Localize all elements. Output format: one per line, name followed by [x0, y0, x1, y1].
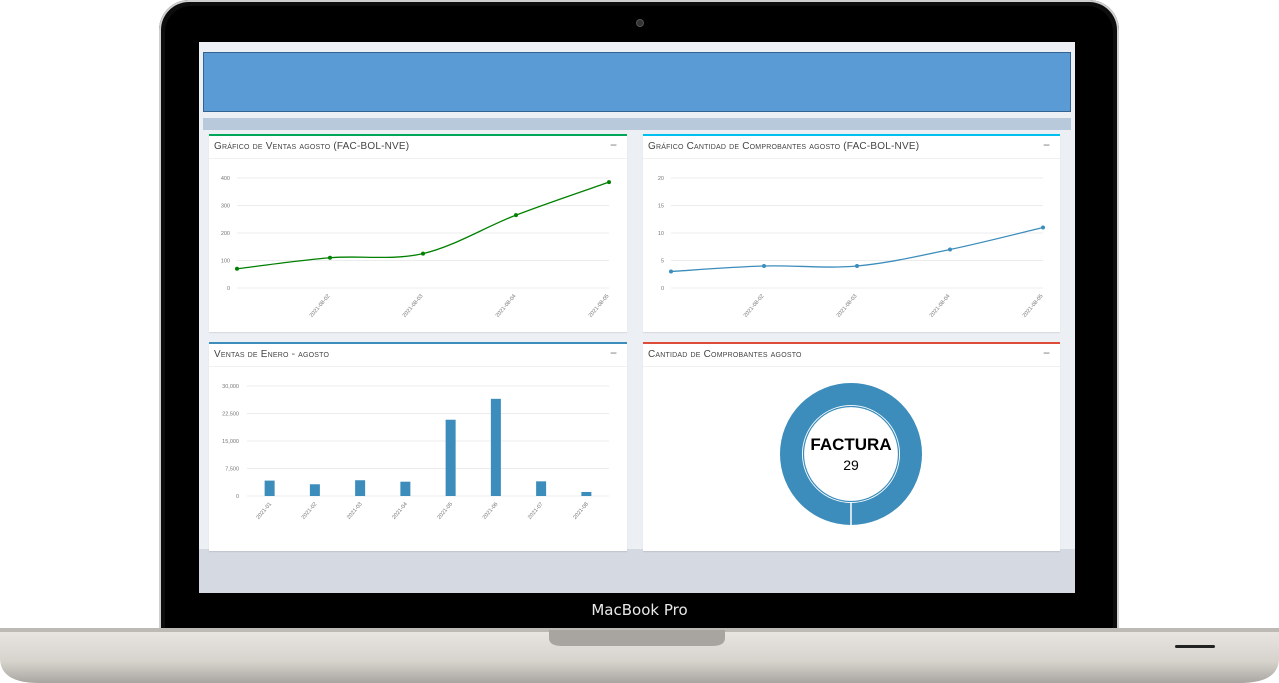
x-tick-label: 2021-08-05 — [1022, 293, 1045, 318]
y-tick-label: 0 — [236, 494, 239, 500]
data-point — [235, 266, 239, 271]
camera-icon — [636, 19, 644, 27]
x-tick-label: 2021-08-02 — [743, 293, 766, 318]
screen: Gráfico de Ventas agosto (FAC-BOL-NVE) −… — [199, 42, 1075, 593]
series-line — [236, 181, 610, 270]
x-tick-label: 2021-08-02 — [309, 293, 332, 318]
y-tick-label: 100 — [221, 259, 230, 265]
bar — [445, 419, 456, 496]
vouchers-donut-chart: FACTURA 29 — [780, 383, 922, 526]
sales-line-chart: 0 100 200 300 400 2021-08-02 2021-08-03 2021-08… — [221, 176, 611, 319]
donut-center-label: FACTURA — [810, 435, 891, 454]
panel-vouchers-donut: Cantidad de Comprobantes agosto − FACTUR… — [643, 342, 1060, 551]
x-tick-label: 2021-02 — [301, 501, 319, 520]
y-tick-label: 10 — [658, 231, 664, 237]
y-tick-label: 300 — [221, 204, 230, 210]
minus-icon[interactable]: − — [1042, 346, 1050, 360]
laptop-base — [0, 628, 1279, 683]
panel-title: Gráfico de Ventas agosto (FAC-BOL-NVE) — [214, 141, 410, 152]
minus-icon[interactable]: − — [609, 138, 617, 152]
top-header-banner — [203, 52, 1071, 112]
x-tick-label: 2021-04 — [391, 501, 409, 520]
bar — [355, 480, 366, 496]
y-tick-label: 0 — [661, 286, 664, 292]
x-tick-label: 2021-08-05 — [588, 293, 611, 318]
data-point — [421, 251, 425, 256]
y-tick-label: 20 — [658, 176, 664, 182]
bar — [400, 481, 411, 496]
data-point — [855, 264, 859, 268]
device-brand-label: MacBook Pro — [591, 601, 688, 619]
bar — [536, 481, 547, 496]
data-point — [948, 247, 952, 252]
x-tick-label: 2021-08-03 — [402, 293, 425, 318]
y-tick-label: 30,000 — [222, 384, 239, 390]
data-point — [1041, 225, 1045, 230]
y-tick-label: 15,000 — [222, 439, 239, 445]
sub-header-bar — [203, 118, 1071, 130]
x-tick-label: 2021-08-04 — [495, 293, 518, 318]
x-tick-label: 2021-06 — [482, 501, 500, 520]
monthly-bar-chart: 0 7,500 15,000 22,500 30,000 2021-01 2021-02 20… — [222, 384, 609, 521]
donut-center-value: 29 — [843, 457, 859, 473]
data-point — [514, 213, 518, 218]
content-area: Gráfico de Ventas agosto (FAC-BOL-NVE) −… — [199, 42, 1075, 551]
y-tick-label: 200 — [221, 231, 230, 237]
x-tick-label: 2021-01 — [256, 501, 274, 520]
y-tick-label: 5 — [661, 259, 664, 265]
panel-sales-line: Gráfico de Ventas agosto (FAC-BOL-NVE) −… — [209, 134, 627, 332]
y-tick-label: 15 — [658, 204, 664, 210]
data-point — [328, 255, 332, 260]
x-tick-label: 2021-08 — [572, 501, 590, 520]
panel-header: Gráfico Cantidad de Comprobantes agosto … — [643, 136, 1060, 159]
x-tick-label: 2021-03 — [346, 501, 364, 520]
x-tick-label: 2021-08-04 — [929, 293, 952, 318]
bar — [309, 484, 320, 496]
y-tick-label: 0 — [227, 286, 230, 292]
bar — [581, 491, 592, 496]
status-led-icon — [1175, 645, 1215, 648]
panel-header: Cantidad de Comprobantes agosto − — [643, 344, 1060, 367]
data-point — [607, 180, 611, 185]
panel-header: Gráfico de Ventas agosto (FAC-BOL-NVE) − — [209, 136, 627, 159]
y-tick-label: 22,500 — [222, 412, 239, 418]
panel-title: Cantidad de Comprobantes agosto — [648, 349, 802, 360]
bar — [264, 480, 275, 496]
minus-icon[interactable]: − — [609, 346, 617, 360]
panel-count-line: Gráfico Cantidad de Comprobantes agosto … — [643, 134, 1060, 332]
panel-monthly-bar: Ventas de Enero - agosto − 0 7,500 15,000 2… — [209, 342, 627, 551]
x-tick-label: 2021-08-03 — [836, 293, 859, 318]
x-tick-label: 2021-05 — [437, 501, 455, 520]
minus-icon[interactable]: − — [1042, 138, 1050, 152]
bar — [490, 398, 501, 496]
data-point — [762, 264, 766, 268]
x-tick-label: 2021-07 — [527, 501, 545, 520]
panel-title: Ventas de Enero - agosto — [214, 349, 330, 360]
panel-title: Gráfico Cantidad de Comprobantes agosto … — [648, 141, 920, 152]
count-line-chart: 0 5 10 15 20 2021-08-02 2021-08-03 2021-08-04 20… — [658, 176, 1045, 319]
y-tick-label: 7,500 — [225, 467, 239, 473]
donut-inner-ring — [802, 405, 900, 503]
data-point — [669, 269, 673, 274]
panel-header: Ventas de Enero - agosto − — [209, 344, 627, 367]
y-tick-label: 400 — [221, 176, 230, 182]
